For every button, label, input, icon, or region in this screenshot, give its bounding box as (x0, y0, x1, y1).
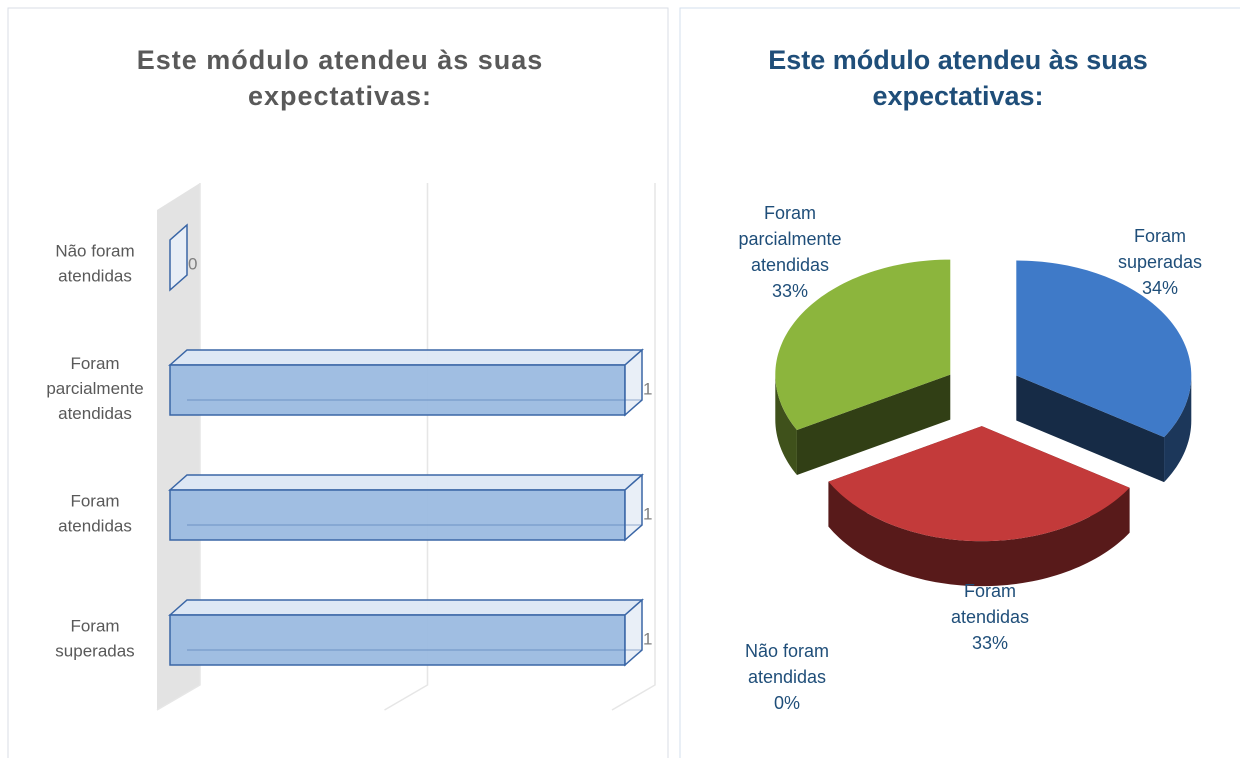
slice-side (1016, 375, 1165, 483)
category-label: Foram superadas (55, 617, 134, 661)
slice-side (775, 374, 797, 475)
slice-label: Foram atendidas (951, 581, 1029, 627)
slice-side (796, 374, 951, 475)
chart-title: Este módulo atendeu às suas expectativas: (768, 45, 1148, 111)
bar-top (168, 599, 644, 616)
slice-label: Não foram atendidas (745, 641, 829, 687)
slice-label: Foram superadas (1118, 226, 1202, 272)
bar-end (169, 223, 188, 292)
value-label: 33% (972, 633, 1008, 653)
category-label: Foram atendidas (58, 492, 132, 536)
bar (169, 364, 626, 416)
data-label: 1 (643, 379, 652, 398)
chart-title: Este módulo atendeu às suas expectativas: (137, 45, 544, 111)
data-label: 1 (643, 504, 652, 523)
category-label: Foram parcialmente atendidas (46, 354, 143, 423)
bar (169, 614, 626, 666)
data-label: 1 (643, 629, 652, 648)
side-wall (157, 183, 200, 710)
data-label: 0 (188, 254, 197, 273)
value-label: 33% (772, 281, 808, 301)
grid-line (611, 183, 656, 711)
bar (169, 489, 626, 541)
slice (775, 259, 951, 430)
bar-top (168, 349, 644, 366)
value-label: 34% (1142, 278, 1178, 298)
category-label: Não foram atendidas (55, 242, 134, 286)
value-label: 0% (774, 693, 800, 713)
bar-top (168, 474, 644, 491)
slice-label: Foram parcialmente atendidas (738, 203, 841, 275)
slice (1016, 260, 1192, 438)
slice-side (1164, 375, 1192, 483)
slice (828, 426, 1130, 542)
slice-side (828, 481, 1130, 587)
